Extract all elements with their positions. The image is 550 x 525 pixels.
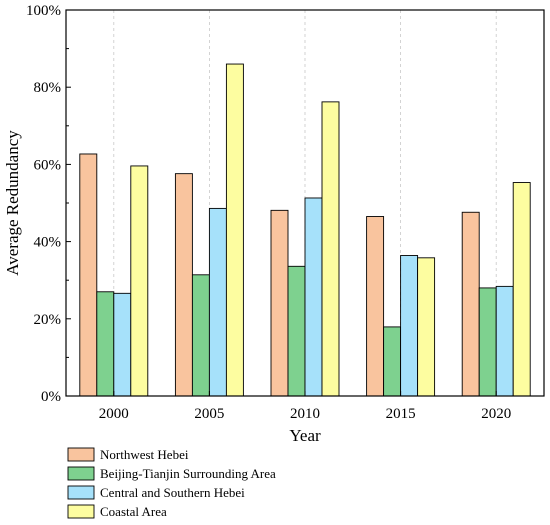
legend-label: Coastal Area	[100, 504, 167, 519]
bar	[174, 173, 193, 397]
bar	[495, 285, 514, 397]
bar	[225, 63, 244, 397]
y-tick-label: 80%	[34, 80, 62, 96]
legend-swatch	[67, 466, 95, 481]
x-tick-label: 2010	[290, 406, 320, 422]
x-tick-label: 2020	[481, 406, 511, 422]
bar	[383, 326, 402, 397]
bar	[270, 209, 289, 397]
legend-swatch	[67, 504, 95, 519]
legend-swatch	[67, 447, 95, 462]
axis-ticks: 0% 20% 40% 60% 80% 100% 2000 2005 2010 2015 2020	[26, 3, 511, 422]
bar	[461, 211, 480, 397]
bar	[191, 274, 210, 397]
y-tick-label: 60%	[34, 157, 62, 173]
legend-swatch	[67, 485, 95, 500]
legend-label: Northwest Hebei	[100, 447, 189, 462]
bar	[400, 255, 419, 397]
bar	[113, 292, 132, 397]
y-tick-label: 0%	[41, 389, 61, 405]
bars	[79, 63, 531, 397]
y-tick-label: 100%	[26, 3, 61, 19]
bar	[130, 165, 149, 397]
bar	[304, 197, 323, 397]
bar	[478, 287, 497, 397]
bar	[96, 291, 115, 397]
bar	[287, 265, 306, 397]
bar	[366, 216, 385, 397]
y-tick-label: 20%	[34, 312, 62, 328]
legend: Northwest Hebei Beijing-Tianjin Surroundi…	[67, 447, 276, 519]
legend-label: Beijing-Tianjin Surrounding Area	[100, 466, 276, 481]
bar	[417, 257, 436, 397]
bar	[79, 153, 98, 397]
x-tick-label: 2015	[386, 406, 416, 422]
x-axis-title: Year	[289, 426, 321, 445]
bar	[321, 101, 340, 397]
y-axis-title: Average Redundancy	[3, 130, 22, 276]
y-tick-label: 40%	[34, 235, 62, 251]
bar	[512, 182, 531, 397]
x-tick-label: 2005	[194, 406, 224, 422]
bar	[208, 207, 227, 397]
legend-label: Central and Southern Hebei	[100, 485, 245, 500]
x-tick-label: 2000	[99, 406, 129, 422]
